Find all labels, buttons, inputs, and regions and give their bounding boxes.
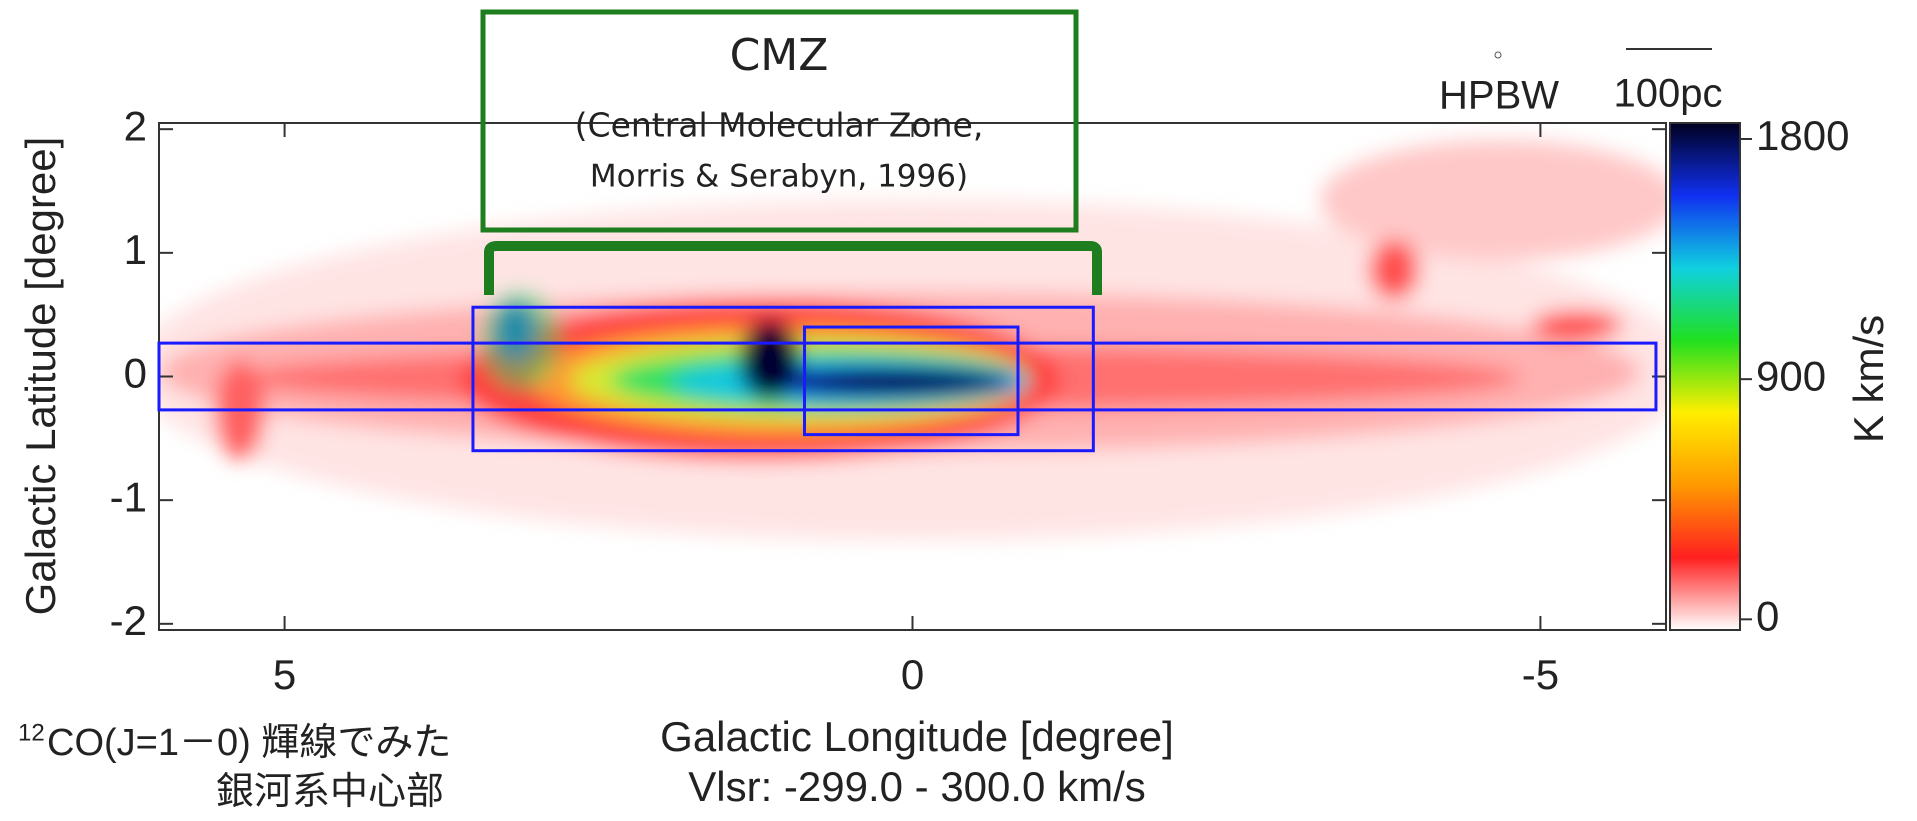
colorbar-tick-label: 0 [1756, 592, 1779, 639]
beam-label: HPBW [1439, 74, 1559, 118]
y-axis-label: Galactic Latitude [degree] [17, 137, 64, 616]
caption-line: 銀河系中心部 [216, 771, 444, 813]
x-axis-label: Galactic Longitude [degree] [660, 713, 1174, 760]
colorbar-tick-label: 900 [1756, 352, 1826, 399]
y-tick-label: 2 [124, 102, 147, 149]
callout-title: CMZ [730, 30, 829, 81]
colorbar-tick-label: 1800 [1756, 112, 1849, 159]
x-tick-label: 0 [901, 651, 924, 698]
y-tick-label: -2 [110, 597, 147, 644]
colorbar [1669, 122, 1741, 631]
y-tick-label: 1 [124, 226, 147, 273]
callout-line: (Central Molecular Zone, [575, 106, 984, 145]
callout-box [480, 9, 1079, 233]
y-tick-label: -1 [110, 473, 147, 520]
cmz-bracket [480, 9, 1102, 295]
y-tick-label: 0 [124, 350, 147, 397]
caption-superscript: 12 [18, 719, 45, 746]
beam-marker [1494, 51, 1502, 59]
colorbar-label: K km/s [1845, 315, 1892, 443]
emission-map [159, 140, 1666, 540]
region-box [471, 305, 1095, 453]
region-box [157, 341, 1658, 412]
callout-line: Morris & Serabyn, 1996) [590, 159, 968, 195]
x-tick-label: -5 [1522, 651, 1559, 698]
region-box [802, 325, 1020, 437]
bracket [484, 241, 1102, 295]
subtitle: Vlsr: -299.0 - 300.0 km/s [688, 763, 1146, 810]
x-tick-label: 5 [273, 651, 296, 698]
caption-line: CO(J=1－0) 輝線でみた [47, 722, 451, 764]
scale-label: 100pc [1614, 72, 1723, 116]
